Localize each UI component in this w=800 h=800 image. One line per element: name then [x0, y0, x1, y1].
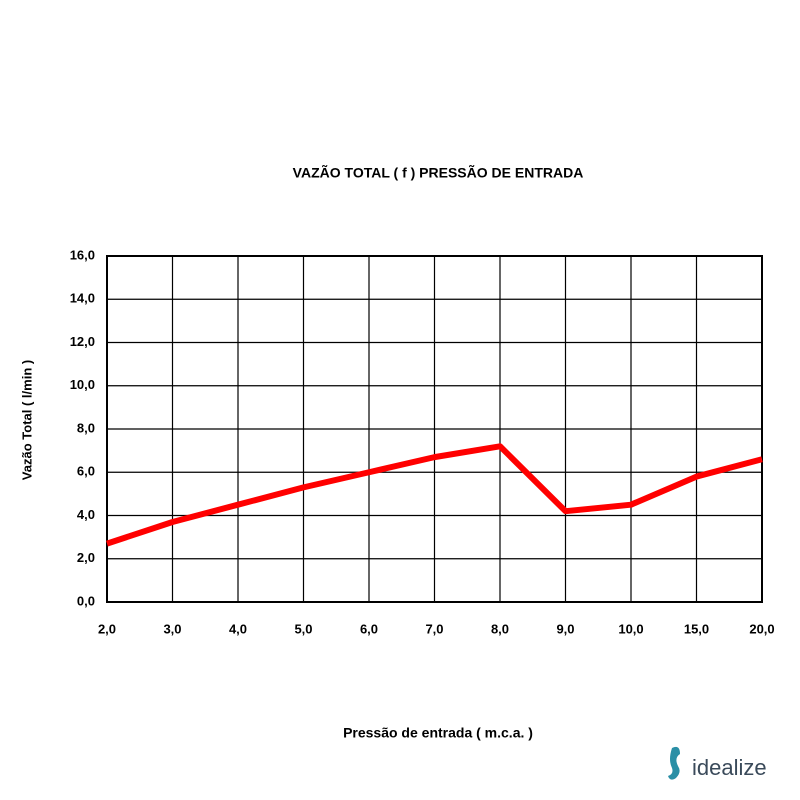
plot-border [106, 255, 763, 603]
y-tick-label: 12,0 [70, 334, 95, 349]
logo [668, 746, 680, 780]
x-tick-label: 8,0 [491, 621, 509, 636]
y-tick-label: 6,0 [77, 464, 95, 479]
x-tick-label: 10,0 [618, 621, 643, 636]
y-tick-label: 2,0 [77, 550, 95, 565]
y-tick-label: 4,0 [77, 507, 95, 522]
x-tick-label: 15,0 [684, 621, 709, 636]
x-tick-label: 9,0 [556, 621, 574, 636]
y-tick-label: 8,0 [77, 420, 95, 435]
x-tick-label: 3,0 [163, 621, 181, 636]
x-tick-label: 5,0 [294, 621, 312, 636]
data-line [106, 443, 763, 547]
y-tick-label: 0,0 [77, 593, 95, 608]
x-tick-label: 4,0 [229, 621, 247, 636]
watermark: idealize [692, 755, 767, 780]
y-axis-label: Vazão Total ( l/min ) [19, 360, 34, 480]
x-tick-label: 7,0 [425, 621, 443, 636]
y-tick-label: 16,0 [70, 247, 95, 262]
chart-title: VAZÃO TOTAL ( f ) PRESSÃO DE ENTRADA [293, 164, 584, 181]
x-tick-label: 2,0 [98, 621, 116, 636]
x-tick-label: 6,0 [360, 621, 378, 636]
y-tick-label: 14,0 [70, 291, 95, 306]
x-tick-label: 20,0 [749, 621, 774, 636]
x-axis-label: Pressão de entrada ( m.c.a. ) [343, 725, 533, 741]
y-tick-label: 10,0 [70, 377, 95, 392]
